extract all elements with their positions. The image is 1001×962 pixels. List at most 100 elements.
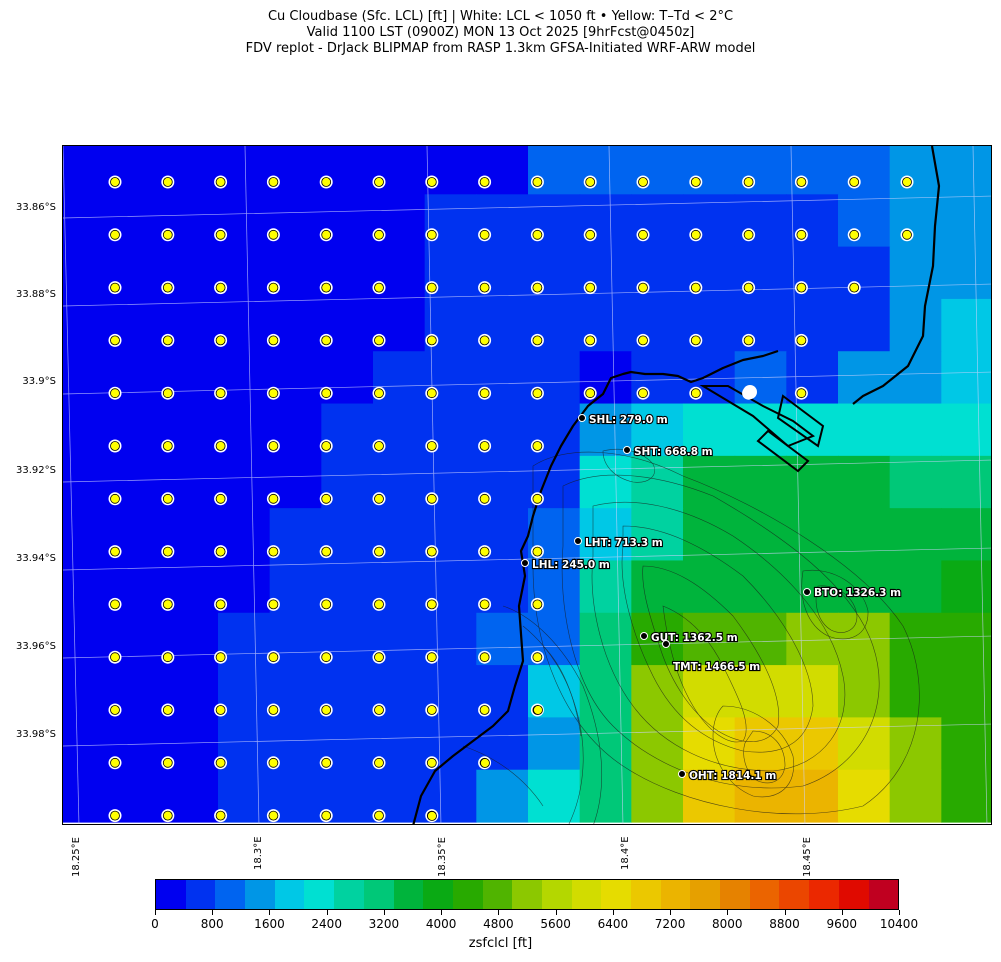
colorbar-segment bbox=[363, 880, 394, 909]
station-gut-marker[interactable] bbox=[640, 632, 648, 640]
grid-cell bbox=[63, 560, 116, 614]
grid-cell bbox=[889, 508, 942, 562]
marker-dot bbox=[796, 282, 807, 293]
marker-dot bbox=[321, 705, 332, 715]
grid-cell bbox=[63, 717, 116, 771]
marker-dot bbox=[374, 441, 384, 451]
colorbar-tickmark bbox=[784, 910, 786, 915]
colorbar-tick-label: 8000 bbox=[712, 917, 743, 931]
forecast-point-marker bbox=[161, 333, 175, 347]
station-lhl-marker[interactable] bbox=[521, 559, 529, 567]
terrain-contours bbox=[462, 448, 920, 824]
marker-dot bbox=[426, 546, 437, 557]
grid-cell bbox=[734, 298, 787, 352]
station-bto-marker[interactable] bbox=[803, 588, 811, 596]
grid-cell bbox=[941, 612, 991, 666]
grid-cell bbox=[941, 508, 991, 562]
marker-dot bbox=[162, 599, 173, 610]
colorbar-tickmark bbox=[498, 910, 500, 915]
marker-dot bbox=[638, 282, 648, 293]
station-sht-marker[interactable] bbox=[623, 446, 631, 454]
marker-dot bbox=[426, 441, 437, 451]
grid-cell bbox=[114, 146, 167, 195]
colorbar-tickmark bbox=[441, 910, 443, 915]
marker-dot bbox=[215, 757, 226, 768]
grid-cell bbox=[838, 717, 891, 771]
forecast-point-marker bbox=[108, 175, 122, 189]
grid-cell bbox=[786, 769, 839, 823]
lon-label: 18.45°E bbox=[802, 837, 813, 877]
forecast-point-marker bbox=[847, 228, 861, 242]
grid-cell bbox=[786, 612, 839, 666]
marker-dot bbox=[479, 599, 490, 610]
grid-cell bbox=[838, 298, 891, 352]
grid-cell bbox=[166, 403, 219, 457]
forecast-point-marker bbox=[266, 175, 280, 189]
grid-cell bbox=[114, 612, 167, 666]
colorbar-tickmark bbox=[383, 910, 385, 915]
marker-dot bbox=[690, 177, 701, 187]
forecast-point-marker bbox=[689, 228, 703, 242]
station-shl-label: SHL: 279.0 m bbox=[589, 414, 668, 426]
grid-cell bbox=[63, 246, 116, 300]
marker-dot bbox=[162, 757, 173, 768]
station-tmt-marker[interactable] bbox=[662, 640, 670, 648]
colorbar-label: zsfclcl [ft] bbox=[468, 936, 533, 951]
colorbar-segment bbox=[185, 880, 216, 909]
map-panel[interactable]: SHL: 279.0 m SHT: 668.8 m LHT: 713.3 m LHL:… bbox=[62, 145, 992, 825]
grid-cell bbox=[838, 769, 891, 823]
forecast-point-marker bbox=[636, 281, 650, 295]
colorbar-segment bbox=[868, 880, 899, 909]
marker-dot bbox=[426, 652, 437, 663]
forecast-point-marker bbox=[161, 650, 175, 664]
station-layer: SHL: 279.0 m SHT: 668.8 m LHT: 713.3 m LHL:… bbox=[521, 413, 902, 783]
forecast-point-marker bbox=[214, 809, 228, 823]
marker-dot bbox=[426, 335, 437, 346]
forecast-point-marker bbox=[266, 650, 280, 664]
grid-cell bbox=[166, 246, 219, 300]
grid-cell bbox=[941, 403, 991, 457]
forecast-point-marker bbox=[266, 492, 280, 506]
station-shl-marker[interactable] bbox=[578, 414, 586, 422]
grid-cell bbox=[63, 508, 116, 562]
station-lht-marker[interactable] bbox=[574, 537, 582, 545]
grid-cell bbox=[734, 455, 787, 509]
forecast-point-marker bbox=[530, 650, 544, 664]
marker-dot bbox=[110, 229, 120, 240]
colorbar-tick-label: 4800 bbox=[483, 917, 514, 931]
colorbar-tick-label: 3200 bbox=[368, 917, 400, 931]
station-oht-marker[interactable] bbox=[678, 770, 686, 778]
colorbar-tick-label: 7200 bbox=[654, 917, 686, 931]
marker-dot bbox=[743, 229, 754, 240]
forecast-point-marker bbox=[161, 703, 175, 717]
grid-cell bbox=[941, 246, 991, 300]
marker-dot bbox=[374, 810, 384, 821]
grid-cell bbox=[889, 403, 942, 457]
marker-dot bbox=[268, 282, 279, 293]
grid-cell bbox=[683, 560, 736, 614]
marker-dot bbox=[479, 652, 490, 663]
forecast-point-marker bbox=[319, 809, 333, 823]
forecast-point-marker bbox=[319, 228, 333, 242]
marker-dot bbox=[110, 335, 120, 346]
marker-dot bbox=[268, 546, 279, 557]
forecast-point-marker bbox=[372, 281, 386, 295]
marker-dot bbox=[849, 282, 860, 293]
colorbar-tick-label: 8800 bbox=[769, 917, 800, 931]
forecast-point-marker bbox=[214, 650, 228, 664]
grid-cell bbox=[114, 194, 167, 248]
grid-cell bbox=[579, 717, 632, 771]
forecast-point-marker bbox=[425, 228, 439, 242]
marker-dot bbox=[162, 335, 173, 346]
forecast-point-marker bbox=[108, 597, 122, 611]
forecast-point-marker bbox=[478, 175, 492, 189]
colorbar-tickmark bbox=[727, 910, 729, 915]
marker-dot bbox=[268, 335, 279, 346]
forecast-point-marker bbox=[108, 228, 122, 242]
colorbar-segment bbox=[601, 880, 631, 909]
forecast-point-marker bbox=[583, 333, 597, 347]
lat-label: 33.98°S bbox=[16, 729, 56, 740]
grid-cell bbox=[166, 194, 219, 248]
colorbar-tick-label: 4000 bbox=[425, 917, 457, 931]
grid-cell bbox=[528, 769, 581, 823]
